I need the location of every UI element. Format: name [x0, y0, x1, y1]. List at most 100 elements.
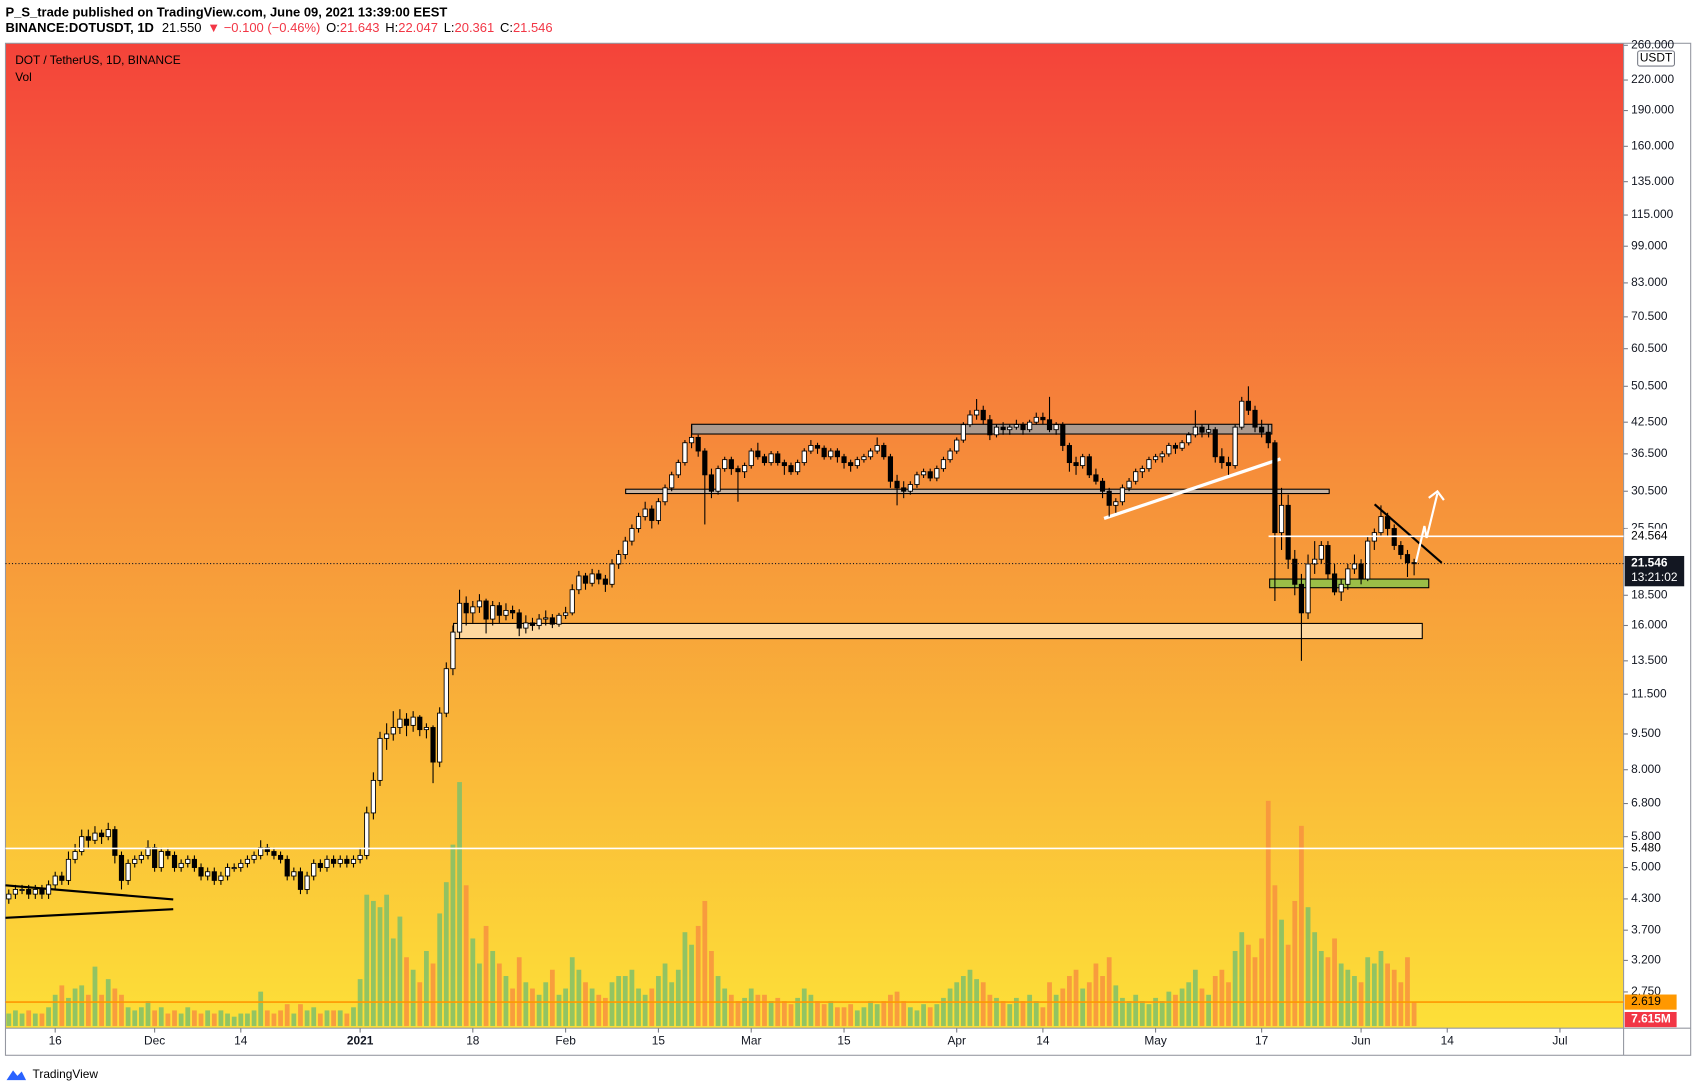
volume-bar: [801, 988, 807, 1027]
candle-body: [848, 462, 854, 467]
volume-bar: [563, 988, 569, 1027]
candle-body: [1305, 563, 1311, 614]
candle-body: [503, 610, 509, 616]
volume-bar: [728, 994, 734, 1027]
countdown: 13:21:02: [1631, 570, 1678, 584]
volume-bar: [1391, 969, 1397, 1027]
candle-body: [801, 450, 807, 464]
candle-body: [1113, 501, 1119, 506]
volume-bar: [1352, 976, 1357, 1027]
candle-body: [1285, 504, 1291, 560]
candle-body: [576, 575, 582, 591]
volume-bar: [377, 907, 383, 1027]
volume-bar: [1106, 957, 1112, 1027]
candle-body: [1027, 421, 1033, 431]
volume-bar: [1133, 994, 1139, 1027]
volume-bar: [510, 988, 515, 1027]
volume-bar: [397, 916, 403, 1027]
price-line-label: 24.564: [1631, 528, 1668, 542]
candle-body: [907, 484, 913, 492]
volume-bar: [331, 1010, 336, 1027]
volume-bar: [556, 994, 562, 1027]
candle-body: [1345, 568, 1351, 585]
candle-body: [695, 436, 701, 452]
candle-body: [1331, 573, 1338, 593]
candle-body: [1212, 429, 1218, 458]
trend-line: [1103, 457, 1281, 520]
candle-body: [682, 442, 688, 464]
candle-body: [350, 858, 357, 864]
volume-bar: [894, 991, 900, 1027]
candle-body: [79, 836, 85, 852]
candle-body: [12, 889, 19, 895]
volume-bar: [1265, 800, 1271, 1027]
trend-line: [5, 908, 174, 919]
candle-body: [291, 871, 297, 877]
candle-body: [1192, 426, 1198, 436]
candle-body: [1186, 434, 1192, 444]
volume-bar: [781, 1001, 787, 1027]
volume-bar: [404, 957, 409, 1027]
volume-bar: [463, 885, 469, 1027]
candle-body: [1219, 456, 1225, 464]
volume-bar: [112, 988, 118, 1027]
candle-body: [165, 851, 171, 856]
price-line-label: 5.480: [1631, 841, 1661, 855]
candle-body: [821, 447, 827, 458]
volume-bar: [695, 925, 701, 1027]
candle-body: [1365, 540, 1371, 580]
legend-title: DOT / TetherUS, 1D, BINANCE: [15, 53, 180, 67]
candle-body: [1013, 424, 1019, 428]
volume-bar: [881, 1001, 887, 1027]
candle-body: [118, 854, 125, 881]
volume-bar: [1378, 950, 1384, 1027]
volume-bar: [675, 969, 681, 1027]
candle-body: [357, 854, 363, 860]
candle-body: [1106, 490, 1112, 506]
y-tick-label: 18.500: [1631, 587, 1668, 601]
volume-bar: [1305, 907, 1311, 1027]
logo: TradingView: [6, 1067, 98, 1081]
volume-bar: [344, 1013, 350, 1027]
candle-body: [284, 858, 290, 877]
candle-body: [1060, 424, 1066, 446]
candle-body: [1066, 445, 1072, 464]
candle-body: [39, 889, 45, 895]
candle-body: [185, 858, 191, 864]
volume-bar: [543, 982, 549, 1027]
volume-bar: [192, 1010, 197, 1027]
candle-body: [808, 445, 814, 452]
candle-body: [32, 889, 38, 895]
volume-bar: [622, 976, 628, 1027]
currency-badge[interactable]: [1637, 50, 1675, 67]
candle-body: [1133, 471, 1139, 482]
volume-bar: [1033, 1001, 1039, 1027]
volume-bar: [264, 1010, 270, 1027]
volume-bar: [1312, 932, 1318, 1027]
y-tick-label: 160.000: [1631, 138, 1674, 152]
volume-bar: [1212, 976, 1218, 1027]
candle-body: [629, 528, 635, 542]
volume-bar: [364, 894, 370, 1027]
volume-bar: [795, 997, 801, 1027]
volume-bar: [1411, 1002, 1417, 1027]
candle-body: [675, 462, 681, 476]
volume-bar: [735, 1001, 741, 1027]
candle-body: [377, 737, 383, 781]
volume-bar: [569, 957, 575, 1027]
volume-layer: [6, 782, 1417, 1027]
c-label: C:: [500, 21, 513, 36]
candle-body: [231, 867, 237, 870]
candle-body: [1040, 416, 1046, 421]
candle-body: [158, 851, 164, 868]
candle-body: [967, 414, 973, 426]
candle-body: [1325, 545, 1331, 575]
candle-body: [152, 847, 158, 868]
frame: [4, 42, 1692, 1056]
currency-label[interactable]: USDT: [1640, 51, 1672, 65]
trend-line: [5, 884, 174, 901]
candle-body: [927, 471, 933, 479]
volume-bar: [821, 1004, 827, 1027]
volume-bar: [934, 1004, 940, 1027]
